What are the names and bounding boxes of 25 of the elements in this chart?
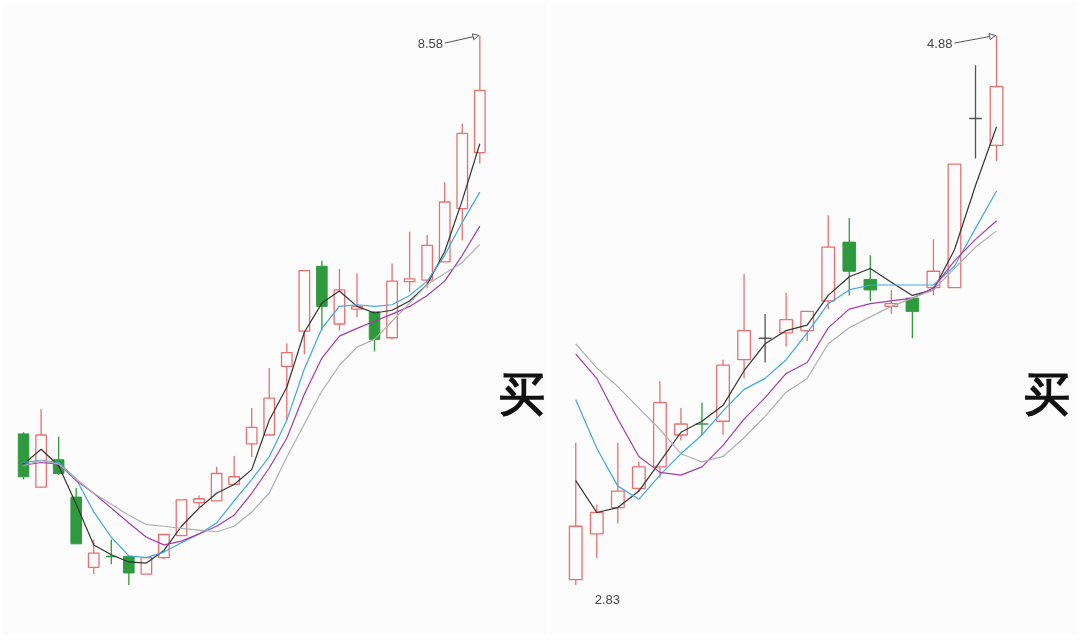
candlestick	[842, 217, 857, 297]
candlestick	[140, 556, 153, 575]
candlestick	[694, 401, 710, 436]
candlestick	[779, 292, 794, 348]
candlestick	[438, 181, 451, 263]
annotation: 8.58	[417, 35, 443, 51]
candlestick	[905, 297, 920, 339]
candlestick	[228, 455, 241, 486]
candlestick	[316, 260, 328, 332]
candlestick	[737, 273, 752, 380]
text: 买	[498, 367, 545, 422]
candlestick	[673, 407, 688, 442]
candlestick	[263, 367, 276, 436]
candlestick	[386, 262, 398, 341]
candlestick	[947, 163, 962, 289]
candlestick	[652, 380, 667, 479]
candlestick	[716, 359, 730, 436]
candlestick	[193, 494, 205, 509]
candlestick	[298, 270, 311, 355]
candlestick	[175, 499, 188, 537]
annotation: 4.88	[927, 35, 953, 51]
candlestick	[158, 533, 170, 560]
candlestick	[351, 272, 363, 319]
text: 2.83	[594, 591, 620, 607]
text: 买	[1024, 367, 1071, 422]
